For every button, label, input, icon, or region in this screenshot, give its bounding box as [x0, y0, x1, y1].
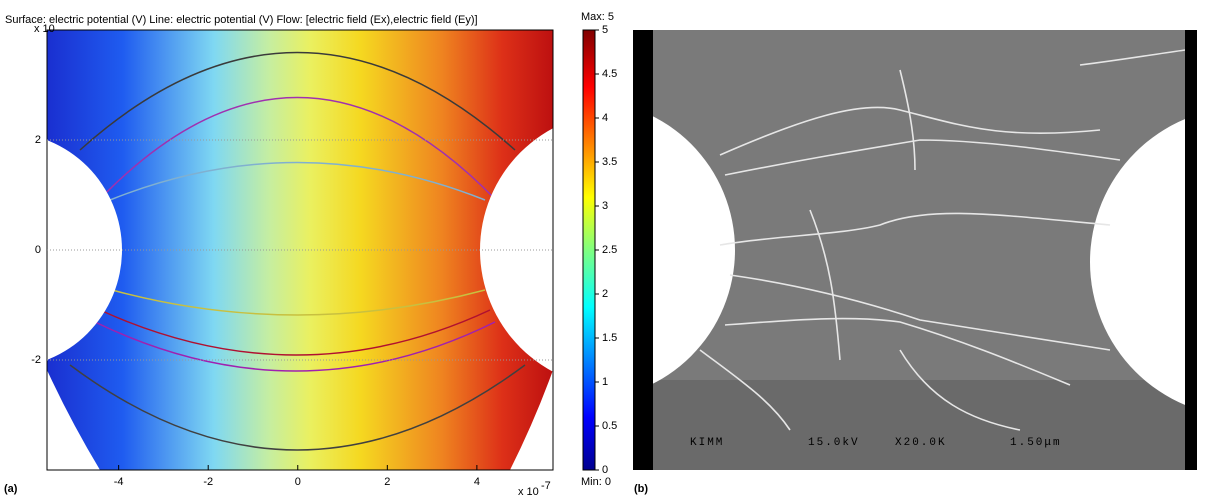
colorbar-min: Min: 0 [581, 476, 611, 488]
sem-label: KIMM [690, 437, 724, 449]
x-tick-label: -4 [114, 476, 124, 488]
colorbar [583, 30, 595, 470]
colorbar-tick-label: 0 [602, 464, 608, 476]
colorbar-tick-label: 2.5 [602, 244, 617, 256]
y-tick-label: 0 [35, 244, 41, 256]
colorbar-tick-label: 3.5 [602, 156, 617, 168]
sem-label: 15.0kV [808, 437, 860, 449]
colorbar-tick-label: 3 [602, 200, 608, 212]
sem-label: 1.50μm [1010, 437, 1062, 449]
figure: -4 -2 0 2 4 -2 0 2 0 0.5 1 1.5 2 2.5 3 3.5 4 4.5 5 Surface… [0, 0, 1216, 500]
x-tick-label: 4 [474, 476, 480, 488]
sem-label: X20.0K [895, 437, 947, 449]
x-tick-label: 0 [295, 476, 301, 488]
x-tick-label: 2 [384, 476, 390, 488]
x-multiplier: x 10 [518, 486, 539, 498]
colorbar-tick-label: 4 [602, 112, 608, 124]
y-multiplier: x 10 [34, 23, 55, 35]
y-tick-label: -2 [31, 354, 41, 366]
colorbar-tick-label: 5 [602, 24, 608, 36]
panel-label: (a) [4, 483, 18, 495]
x-tick-label: -2 [203, 476, 213, 488]
colorbar-tick-label: 1 [602, 376, 608, 388]
colorbar-tick-label: 2 [602, 288, 608, 300]
colorbar-tick-label: 0.5 [602, 420, 617, 432]
panel-label: (b) [634, 483, 648, 495]
colorbar-tick-label: 1.5 [602, 332, 617, 344]
colorbar-max: Max: 5 [581, 11, 614, 23]
x-exponent: -7 [541, 480, 551, 492]
y-tick-label: 2 [35, 134, 41, 146]
plot-title: Surface: electric potential (V) Line: el… [5, 14, 478, 26]
colorbar-tick-label: 4.5 [602, 68, 617, 80]
